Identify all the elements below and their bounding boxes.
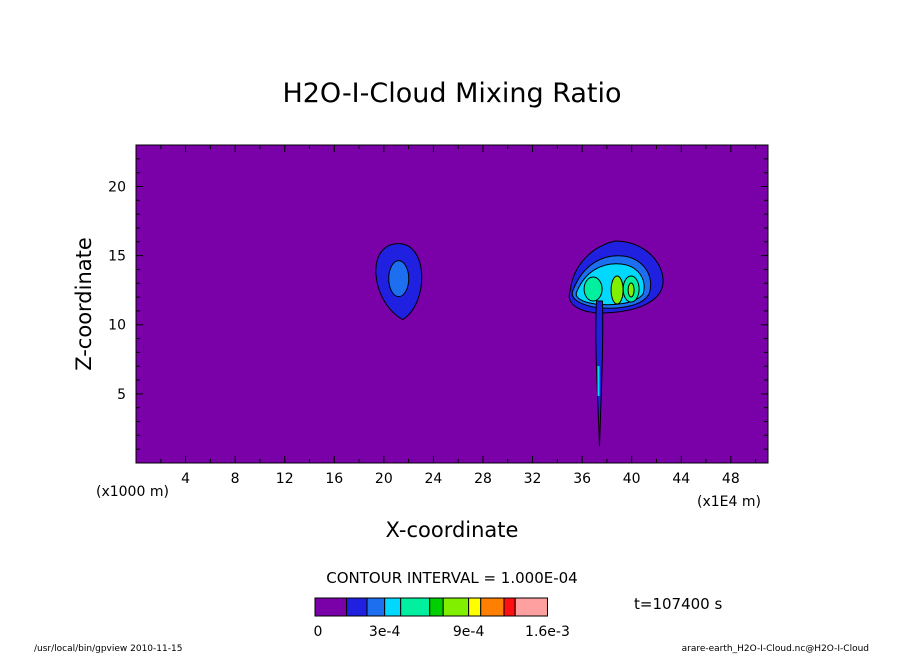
x-tick-label: 4 — [181, 471, 190, 487]
footer-left: /usr/local/bin/gpview 2010-11-15 — [34, 644, 182, 654]
x-axis-label: X-coordinate — [386, 518, 519, 542]
colorbar-tick-label: 9e-4 — [453, 624, 485, 640]
plot-frame — [135, 144, 769, 464]
colorbar-swatch — [503, 597, 516, 617]
right-cloud-core-b — [627, 282, 635, 298]
footer-right: arare-earth_H2O-I-Cloud.nc@H2O-I-Cloud — [682, 644, 869, 654]
x-tick-label: 32 — [524, 471, 542, 487]
x-tick-label: 12 — [276, 471, 294, 487]
x-tick-label: 28 — [474, 471, 492, 487]
x-tick-label: 36 — [573, 471, 591, 487]
colorbar-swatch — [429, 597, 444, 617]
left-cloud-core — [388, 260, 410, 298]
x-unit-label: (x1E4 m) — [697, 494, 761, 510]
y-axis-label: Z-coordinate — [72, 237, 96, 371]
colorbar-swatch — [468, 597, 482, 617]
colorbar-swatch — [400, 597, 431, 617]
y-unit-label: (x1000 m) — [96, 484, 169, 500]
colorbar-swatch — [346, 597, 368, 617]
plot-background — [136, 145, 768, 463]
x-tick-label: 40 — [623, 471, 641, 487]
colorbar-swatch — [384, 597, 402, 617]
chart-title: H2O-I-Cloud Mixing Ratio — [282, 78, 621, 109]
y-tick-label: 15 — [108, 249, 126, 265]
time-label: t=107400 s — [634, 595, 722, 613]
colorbar-swatch — [514, 597, 548, 617]
right-cloud-lobe-a — [583, 276, 603, 302]
y-axis: 5 10 15 20 — [108, 158, 768, 450]
colorbar-swatch — [366, 597, 386, 617]
colorbar-tick-label: 1.6e-3 — [525, 624, 570, 640]
colorbar: 0 3e-4 9e-4 1.6e-3 — [314, 597, 570, 640]
right-cloud-core — [610, 275, 624, 305]
colorbar-tick-label: 3e-4 — [369, 624, 401, 640]
y-tick-label: 20 — [108, 179, 126, 195]
plot-area — [135, 144, 769, 464]
x-tick-label: 8 — [231, 471, 240, 487]
x-axis: 4 8 12 16 20 24 28 32 36 40 44 48 — [160, 145, 757, 487]
x-tick-label: 16 — [325, 471, 343, 487]
colorbar-swatch — [480, 597, 505, 617]
colorbar-swatch — [314, 597, 348, 617]
y-tick-label: 10 — [108, 318, 126, 334]
y-tick-label: 5 — [117, 387, 126, 403]
colorbar-swatch — [442, 597, 470, 617]
x-tick-label: 48 — [722, 471, 740, 487]
colorbar-tick-label: 0 — [314, 624, 323, 640]
x-tick-label: 44 — [672, 471, 690, 487]
contour-interval-label: CONTOUR INTERVAL = 1.000E-04 — [326, 569, 577, 587]
x-tick-label: 20 — [375, 471, 393, 487]
x-tick-label: 24 — [424, 471, 442, 487]
